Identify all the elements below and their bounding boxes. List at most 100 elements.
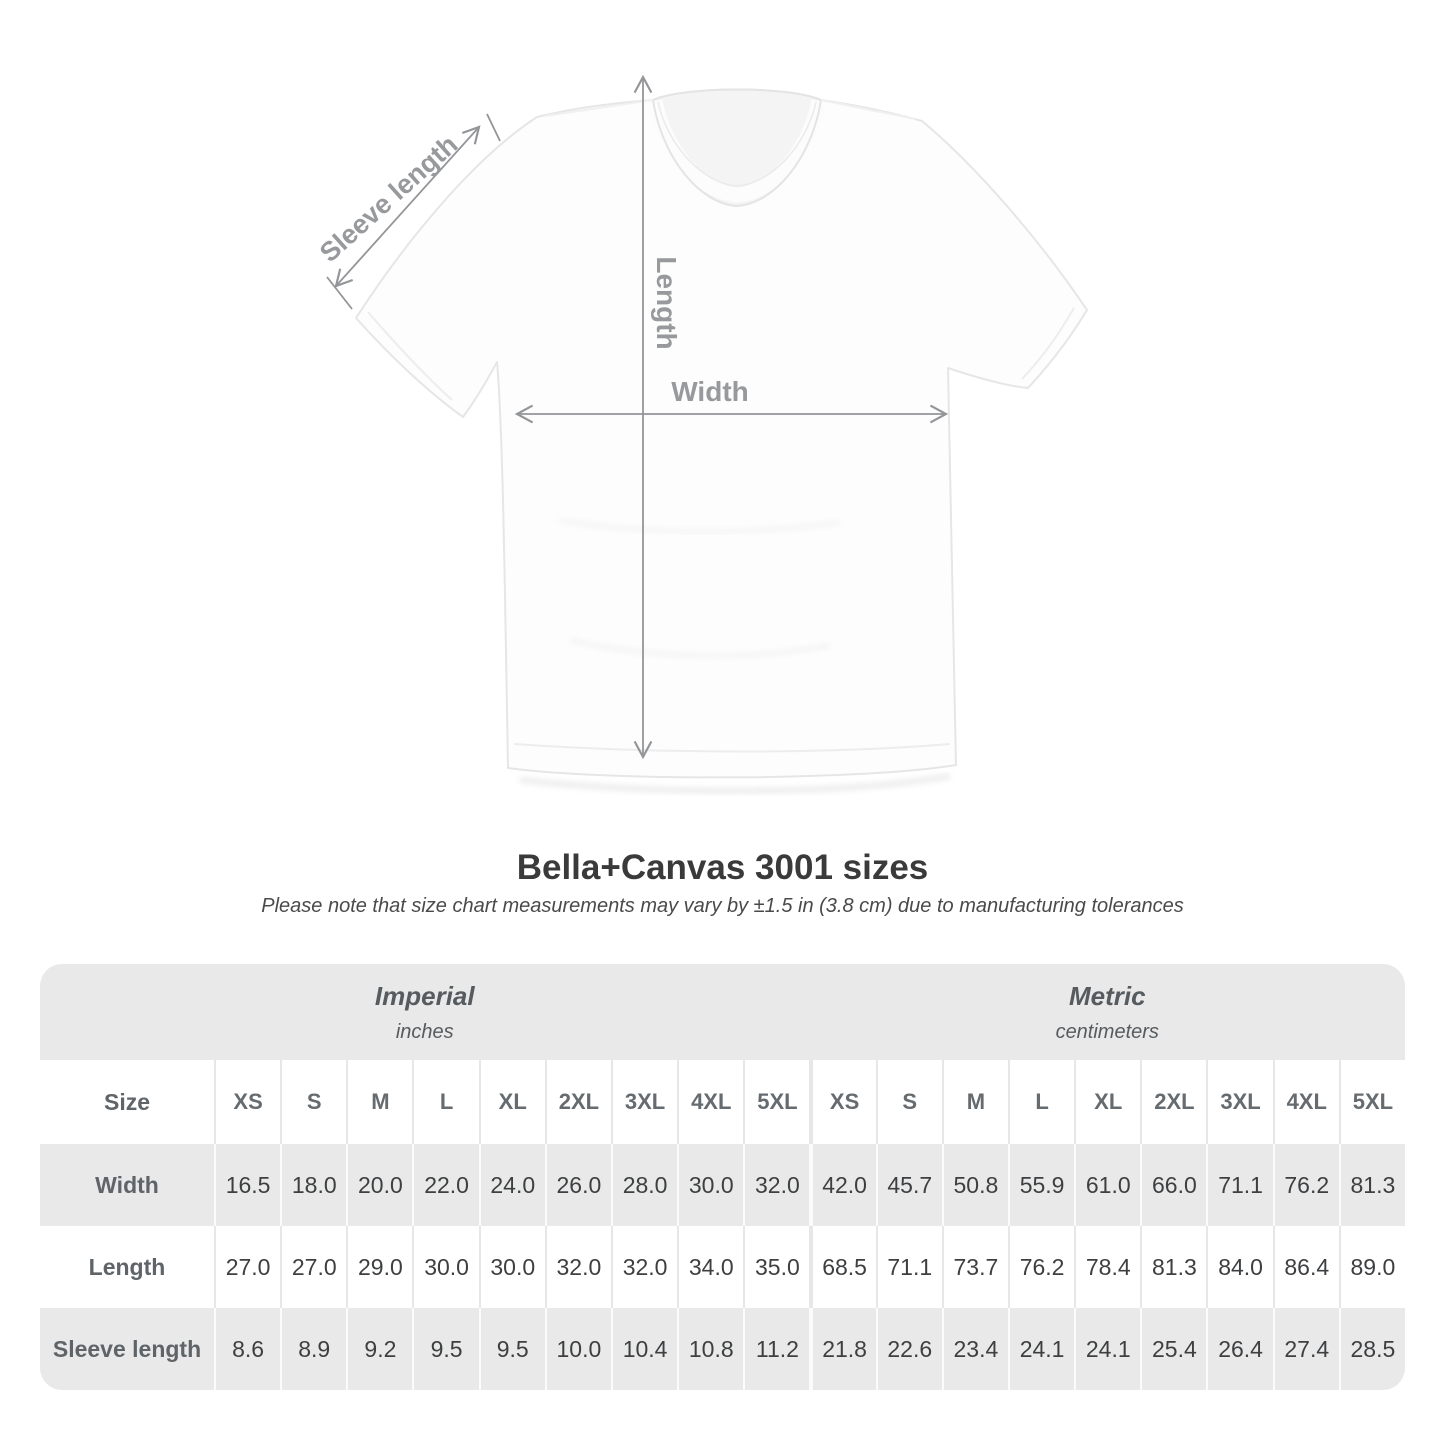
size-column-header: 2XL bbox=[1140, 1060, 1206, 1144]
value-cell: 45.7 bbox=[875, 1144, 942, 1226]
wrinkle bbox=[569, 638, 831, 658]
metric-unit: centimeters bbox=[1055, 1020, 1159, 1043]
value-cell: 9.5 bbox=[478, 1308, 545, 1390]
collar-outer-edge bbox=[652, 99, 822, 208]
value-cell: 32.0 bbox=[743, 1144, 809, 1226]
value-cell: 34.0 bbox=[677, 1226, 743, 1308]
value-cell: 10.4 bbox=[610, 1308, 677, 1390]
size-column-header: XL bbox=[478, 1060, 545, 1144]
value-cell: 26.4 bbox=[1206, 1308, 1272, 1390]
page-title: Bella+Canvas 3001 sizes bbox=[516, 848, 929, 887]
value-cell: 9.5 bbox=[412, 1308, 478, 1390]
width-dimension-label: Width bbox=[671, 376, 749, 407]
collar bbox=[647, 99, 827, 203]
wrinkle bbox=[559, 518, 841, 534]
value-cell: 8.6 bbox=[214, 1308, 280, 1390]
value-cell: 27.0 bbox=[214, 1226, 280, 1308]
hem-stitch bbox=[513, 743, 951, 753]
size-column-header: S bbox=[875, 1060, 942, 1144]
size-row-label: Size bbox=[103, 1088, 151, 1115]
shirt-outline bbox=[355, 88, 1088, 779]
value-cell: 22.0 bbox=[412, 1144, 478, 1226]
value-cell: 27.0 bbox=[280, 1226, 346, 1308]
value-cell: 55.9 bbox=[1007, 1144, 1074, 1226]
size-header-row: Size XS S M L XL 2XL 3XL 4XL 5XL XS S M … bbox=[40, 1060, 1405, 1144]
metric-group-header: Metric centimeters bbox=[810, 964, 1406, 1060]
value-cell: 26.0 bbox=[544, 1144, 611, 1226]
size-column-header: 5XL bbox=[743, 1060, 809, 1144]
imperial-unit: inches bbox=[395, 1020, 454, 1043]
value-cell: 21.8 bbox=[809, 1308, 875, 1390]
value-cell: 32.0 bbox=[610, 1226, 677, 1308]
size-column-header: XS bbox=[214, 1060, 280, 1144]
size-column-header: M bbox=[346, 1060, 412, 1144]
value-cell: 16.5 bbox=[214, 1144, 280, 1226]
size-table: Imperial inches Metric centimeters Size … bbox=[40, 964, 1405, 1390]
sleeve-length-arrow bbox=[334, 125, 481, 288]
size-column-header: 3XL bbox=[1206, 1060, 1272, 1144]
sleeve-length-tick bbox=[486, 113, 501, 142]
hem-shadow bbox=[519, 773, 951, 794]
value-cell: 8.9 bbox=[280, 1308, 346, 1390]
value-cell: 30.0 bbox=[677, 1144, 743, 1226]
length-dimension-label: Length bbox=[651, 256, 682, 350]
size-column-header: XS bbox=[809, 1060, 875, 1144]
value-cell: 71.1 bbox=[1206, 1144, 1272, 1226]
size-column-header: 4XL bbox=[677, 1060, 743, 1144]
value-cell: 81.3 bbox=[1140, 1226, 1206, 1308]
value-cell: 76.2 bbox=[1007, 1226, 1074, 1308]
shoulder-seam bbox=[820, 99, 916, 120]
size-column-header: L bbox=[412, 1060, 478, 1144]
value-cell: 30.0 bbox=[478, 1226, 545, 1308]
length-row: Length 27.0 27.0 29.0 30.0 30.0 32.0 32.… bbox=[40, 1226, 1405, 1308]
value-cell: 10.0 bbox=[544, 1308, 611, 1390]
size-column-header: 4XL bbox=[1272, 1060, 1339, 1144]
size-column-header: S bbox=[280, 1060, 346, 1144]
value-cell: 30.0 bbox=[412, 1226, 478, 1308]
value-cell: 25.4 bbox=[1140, 1308, 1206, 1390]
value-cell: 73.7 bbox=[941, 1226, 1008, 1308]
measurement-row-label: Sleeve length bbox=[52, 1335, 202, 1362]
value-cell: 32.0 bbox=[544, 1226, 611, 1308]
imperial-label: Imperial bbox=[374, 980, 475, 1011]
size-column-header: 2XL bbox=[544, 1060, 611, 1144]
value-cell: 78.4 bbox=[1074, 1226, 1140, 1308]
measurement-row-label: Length bbox=[88, 1253, 166, 1280]
value-cell: 66.0 bbox=[1140, 1144, 1206, 1226]
size-column-header: M bbox=[941, 1060, 1008, 1144]
collar-inner-edge bbox=[657, 101, 817, 187]
value-cell: 11.2 bbox=[743, 1308, 809, 1390]
cuff-stitch bbox=[1021, 307, 1075, 380]
sleeve-length-tick bbox=[326, 276, 353, 310]
value-cell: 29.0 bbox=[346, 1226, 412, 1308]
value-cell: 22.6 bbox=[875, 1308, 942, 1390]
value-cell: 27.4 bbox=[1272, 1308, 1339, 1390]
value-cell: 35.0 bbox=[743, 1226, 809, 1308]
value-cell: 76.2 bbox=[1272, 1144, 1339, 1226]
value-cell: 28.5 bbox=[1338, 1308, 1405, 1390]
value-cell: 86.4 bbox=[1272, 1226, 1339, 1308]
value-cell: 18.0 bbox=[280, 1144, 346, 1226]
value-cell: 50.8 bbox=[941, 1144, 1008, 1226]
value-cell: 24.1 bbox=[1074, 1308, 1140, 1390]
value-cell: 23.4 bbox=[941, 1308, 1008, 1390]
value-cell: 84.0 bbox=[1206, 1226, 1272, 1308]
cuff-stitch bbox=[367, 311, 453, 401]
value-cell: 89.0 bbox=[1338, 1226, 1405, 1308]
value-cell: 71.1 bbox=[875, 1226, 942, 1308]
value-cell: 61.0 bbox=[1074, 1144, 1140, 1226]
value-cell: 68.5 bbox=[809, 1226, 875, 1308]
value-cell: 24.0 bbox=[478, 1144, 545, 1226]
sleeve-length-row: Sleeve length 8.6 8.9 9.2 9.5 9.5 10.0 1… bbox=[40, 1308, 1405, 1390]
value-cell: 20.0 bbox=[346, 1144, 412, 1226]
measurement-row-label: Width bbox=[95, 1171, 159, 1198]
tshirt-graphic bbox=[326, 74, 1088, 794]
metric-label: Metric bbox=[1068, 980, 1146, 1011]
size-column-header: XL bbox=[1074, 1060, 1140, 1144]
unit-group-header-row: Imperial inches Metric centimeters bbox=[40, 964, 1405, 1060]
size-column-header: 3XL bbox=[610, 1060, 677, 1144]
value-cell: 81.3 bbox=[1338, 1144, 1405, 1226]
value-cell: 28.0 bbox=[610, 1144, 677, 1226]
back-neck-seam bbox=[652, 88, 822, 101]
